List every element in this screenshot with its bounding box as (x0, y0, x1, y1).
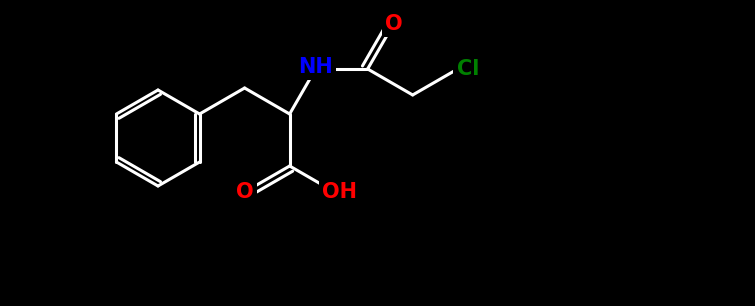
Text: O: O (236, 182, 254, 202)
Text: O: O (385, 14, 402, 34)
Text: OH: OH (322, 182, 357, 202)
Text: NH: NH (298, 57, 333, 77)
Text: Cl: Cl (457, 59, 479, 79)
